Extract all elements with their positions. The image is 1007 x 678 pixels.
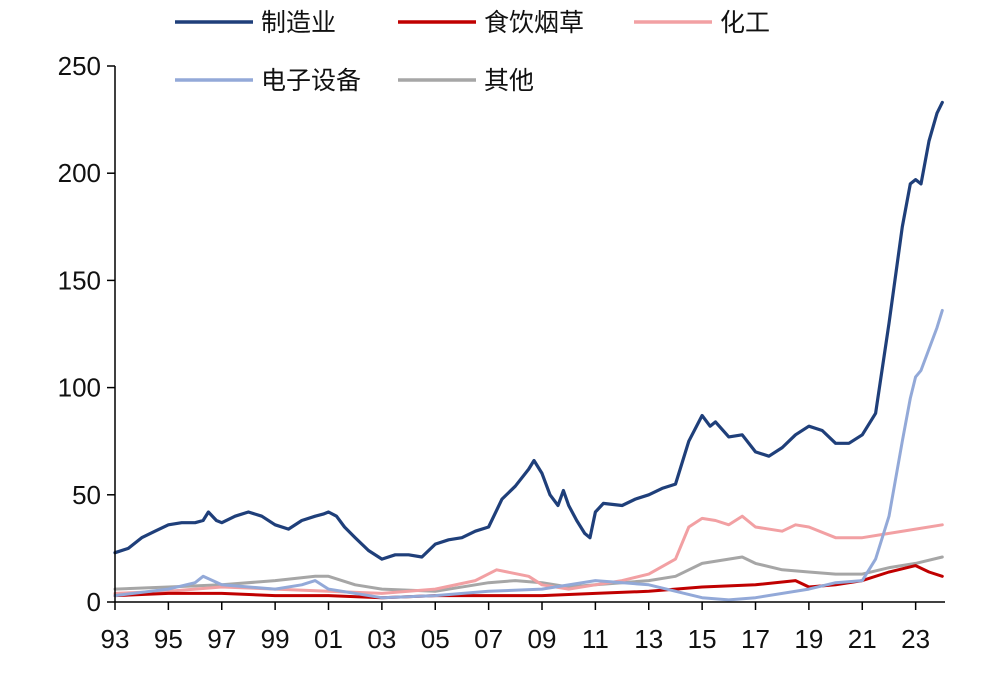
series-line-1 <box>113 564 944 600</box>
x-tick-label: 23 <box>901 624 930 654</box>
x-tick-label: 97 <box>207 624 236 654</box>
x-axis-ticks: 93 95 97 99 01 03 05 07 09 11 13 15 17 19 21 23 <box>101 602 930 654</box>
legend-label: 化工 <box>720 8 770 37</box>
y-tick-label: 100 <box>58 373 101 403</box>
legend-label: 其他 <box>484 66 534 95</box>
y-axis-ticks: 0 50 100 150 200 250 <box>58 51 115 617</box>
axes <box>114 66 945 603</box>
y-tick-label: 200 <box>58 158 101 188</box>
series-layer <box>113 100 944 602</box>
legend-item: 化工 <box>634 8 770 37</box>
y-tick-label: 50 <box>72 480 101 510</box>
x-tick-label: 01 <box>314 624 343 654</box>
y-tick-label: 150 <box>58 265 101 295</box>
x-tick-label: 17 <box>741 624 770 654</box>
x-tick-label: 07 <box>474 624 503 654</box>
x-tick-label: 03 <box>367 624 396 654</box>
legend-item: 其他 <box>398 66 534 95</box>
x-tick-label: 21 <box>848 624 877 654</box>
y-tick-label: 0 <box>87 587 101 617</box>
x-tick-label: 95 <box>154 624 183 654</box>
x-tick-label: 93 <box>101 624 130 654</box>
x-tick-label: 99 <box>261 624 290 654</box>
legend-label: 电子设备 <box>261 66 361 95</box>
series-line-2 <box>113 514 944 595</box>
y-tick-label: 250 <box>58 51 101 81</box>
series-line-0 <box>113 100 944 561</box>
legend-item: 制造业 <box>175 8 336 37</box>
x-tick-label: 19 <box>794 624 823 654</box>
legend-item: 食饮烟草 <box>398 8 584 37</box>
x-tick-label: 13 <box>634 624 663 654</box>
legend-label: 制造业 <box>261 8 336 37</box>
x-tick-label: 11 <box>582 624 609 654</box>
x-tick-label: 15 <box>688 624 717 654</box>
x-tick-label: 09 <box>528 624 557 654</box>
legend-label: 食饮烟草 <box>484 8 584 37</box>
series-line-3 <box>113 308 944 602</box>
x-tick-label: 05 <box>421 624 450 654</box>
legend-item: 电子设备 <box>175 66 361 95</box>
